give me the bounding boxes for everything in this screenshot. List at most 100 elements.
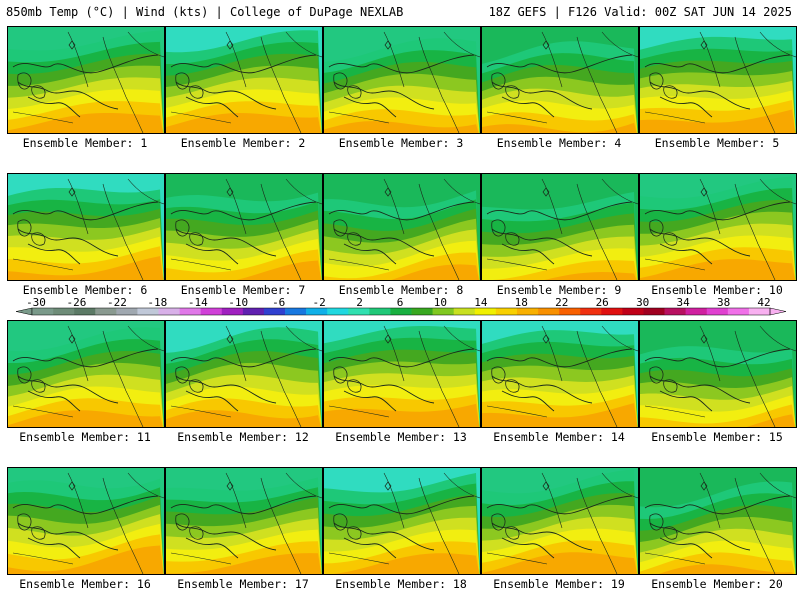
ensemble-member-label: Ensemble Member: 13 [335, 430, 467, 444]
colorbar-swatch [116, 308, 138, 315]
colorbar-swatch [706, 308, 729, 315]
ensemble-member-label: Ensemble Member: 16 [19, 577, 151, 591]
ensemble-map-panel [165, 467, 323, 575]
temperature-field-map [166, 174, 322, 280]
colorbar-swatch [432, 308, 455, 315]
ensemble-member-label: Ensemble Member: 11 [19, 430, 151, 444]
ensemble-map-panel [481, 467, 639, 575]
colorbar-swatch [538, 308, 560, 315]
colorbar-tick-label: -26 [66, 298, 86, 309]
colorbar-tick-label: 10 [434, 298, 447, 309]
ensemble-map-panel [165, 26, 323, 134]
temperature-field-map [324, 174, 480, 280]
colorbar-tick-label: -10 [228, 298, 248, 309]
colorbar-swatch [664, 308, 686, 315]
colorbar-swatch [221, 308, 244, 315]
colorbar-tick-label: 18 [515, 298, 528, 309]
ensemble-map-panel [323, 467, 481, 575]
temperature-field-map [482, 27, 638, 133]
ensemble-map-panel [165, 173, 323, 281]
ensemble-member-label: Ensemble Member: 9 [496, 283, 622, 297]
temperature-field-map [482, 468, 638, 574]
colorbar-swatch [411, 308, 433, 315]
colorbar-left-arrow [15, 307, 33, 316]
colorbar-swatch [474, 308, 497, 315]
colorbar-tick-label: -18 [147, 298, 167, 309]
ensemble-member-label: Ensemble Member: 2 [180, 136, 306, 150]
colorbar-swatch [643, 308, 665, 315]
colorbar-swatch [242, 308, 265, 315]
colorbar-tick-label: 38 [717, 298, 730, 309]
colorbar-tick-label: -14 [188, 298, 208, 309]
ensemble-map-panel [639, 173, 797, 281]
ensemble-member-label: Ensemble Member: 5 [654, 136, 780, 150]
colorbar-swatch [200, 308, 223, 315]
ensemble-member-label: Ensemble Member: 7 [180, 283, 306, 297]
colorbar-swatch [727, 308, 750, 315]
ensemble-map-panel [639, 467, 797, 575]
colorbar-swatch [390, 308, 412, 315]
ensemble-member-label: Ensemble Member: 12 [177, 430, 309, 444]
ensemble-member-label: Ensemble Member: 15 [651, 430, 783, 444]
temperature-field-map [640, 27, 796, 133]
ensemble-map-panel [639, 320, 797, 428]
temperature-field-map [8, 27, 164, 133]
ensemble-map-panel [7, 467, 165, 575]
ensemble-map-panel [481, 320, 639, 428]
colorbar-swatch [53, 308, 75, 315]
colorbar-tick-label: 2 [356, 298, 363, 309]
temperature-field-map [640, 321, 796, 427]
colorbar-tick-label: 14 [474, 298, 488, 309]
colorbar-tick-label: -6 [272, 298, 285, 309]
colorbar-swatch [453, 308, 476, 315]
colorbar-tick-label: 30 [636, 298, 649, 309]
temperature-field-map [482, 321, 638, 427]
ensemble-map-panel [7, 173, 165, 281]
colorbar-swatch [559, 308, 581, 315]
ensemble-member-label: Ensemble Member: 17 [177, 577, 309, 591]
ensemble-member-label: Ensemble Member: 10 [651, 283, 783, 297]
ensemble-member-label: Ensemble Member: 4 [496, 136, 622, 150]
colorbar-tick-label: -22 [107, 298, 127, 309]
ensemble-map-panel [481, 173, 639, 281]
colorbar-swatch [327, 308, 349, 315]
ensemble-member-label: Ensemble Member: 14 [493, 430, 625, 444]
colorbar-swatch [622, 308, 644, 315]
colorbar-swatch [285, 308, 307, 315]
colorbar-swatch [95, 308, 117, 315]
temperature-field-map [166, 321, 322, 427]
colorbar-swatch [137, 308, 159, 315]
colorbar-swatch [601, 308, 623, 315]
colorbar-right-arrow [769, 307, 787, 316]
colorbar-tick-label: -2 [312, 298, 325, 309]
colorbar-swatch [495, 308, 518, 315]
ensemble-member-label: Ensemble Member: 6 [22, 283, 148, 297]
colorbar-tick-label: -30 [26, 298, 46, 309]
temperature-field-map [166, 468, 322, 574]
colorbar-swatch [74, 308, 96, 315]
ensemble-member-label: Ensemble Member: 20 [651, 577, 783, 591]
product-title: 850mb Temp (°C) | Wind (kts) | College o… [6, 5, 404, 19]
colorbar-swatch [306, 308, 328, 315]
ensemble-map-panel [323, 173, 481, 281]
ensemble-member-label: Ensemble Member: 8 [338, 283, 464, 297]
colorbar-swatch [158, 308, 180, 315]
colorbar-tick-label: 42 [757, 298, 770, 309]
ensemble-member-label: Ensemble Member: 18 [335, 577, 467, 591]
temperature-field-map [640, 174, 796, 280]
ensemble-map-panel [639, 26, 797, 134]
colorbar-swatch [263, 308, 286, 315]
temperature-field-map [640, 468, 796, 574]
colorbar-tick-label: 34 [676, 298, 690, 309]
colorbar-swatch [369, 308, 391, 315]
temperature-field-map [166, 27, 322, 133]
colorbar-tick-label: 26 [596, 298, 609, 309]
run-valid-time: 18Z GEFS | F126 Valid: 00Z SAT JUN 14 20… [488, 5, 792, 19]
temperature-field-map [8, 468, 164, 574]
temperature-field-map [8, 321, 164, 427]
colorbar-swatch [179, 308, 201, 315]
ensemble-map-panel [165, 320, 323, 428]
ensemble-map-panel [481, 26, 639, 134]
temperature-field-map [324, 27, 480, 133]
colorbar-swatch [685, 308, 708, 315]
